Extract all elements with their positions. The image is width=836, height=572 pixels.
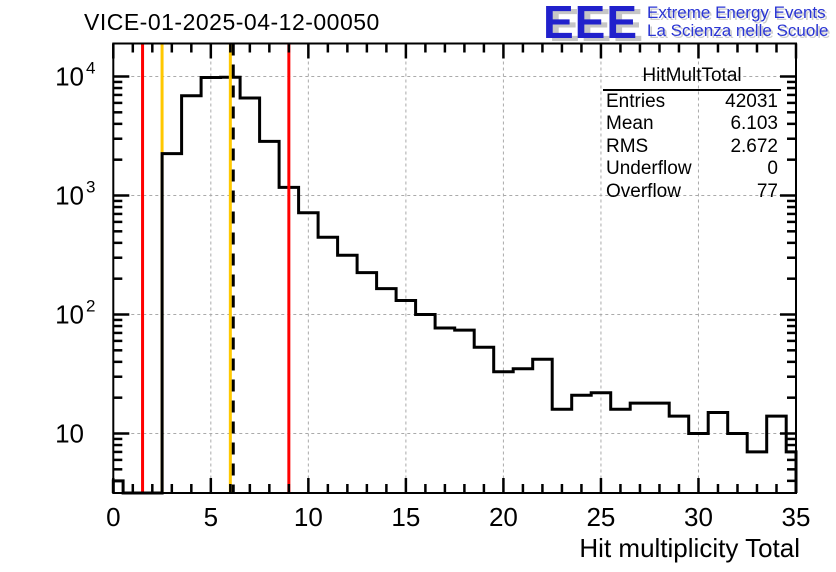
svg-text:20: 20 [489, 502, 518, 532]
svg-text:10: 10 [55, 62, 84, 92]
page-title: VICE-01-2025-04-12-00050 [84, 9, 380, 35]
svg-text:10: 10 [294, 502, 323, 532]
histogram-line [111, 75, 798, 495]
stats-label: RMS [606, 135, 649, 157]
stats-label: Underflow [606, 158, 692, 180]
stats-row: Entries 42031 [603, 91, 781, 113]
eee-logo-acronym: EEE [543, 0, 639, 48]
eee-logo: EEE Extreme Energy Events La Scienza nel… [543, 0, 829, 48]
svg-text:10: 10 [55, 181, 84, 211]
stats-label: Entries [606, 91, 666, 112]
stats-value: 42031 [725, 91, 778, 112]
eee-logo-line2: La Scienza nelle Scuole [647, 21, 829, 40]
svg-text:5: 5 [204, 502, 218, 532]
svg-text:2: 2 [86, 297, 95, 316]
stats-row: Underflow 0 [603, 158, 781, 180]
plot-frame [112, 42, 798, 494]
stats-row: RMS 2.672 [603, 136, 781, 158]
svg-text:25: 25 [586, 502, 615, 532]
stats-value: 77 [756, 180, 778, 202]
stats-row: Mean 6.103 [603, 113, 781, 135]
svg-text:3: 3 [86, 178, 95, 197]
svg-text:30: 30 [684, 502, 713, 532]
x-tick-labels: 0 5 10 15 20 25 30 35 [106, 502, 810, 532]
stats-label: Mean [606, 113, 654, 135]
x-axis-title: Hit multiplicity Total [579, 533, 800, 563]
marker-lines-under [141, 43, 164, 493]
stats-title: HitMultTotal [603, 65, 781, 91]
stats-value: 6.103 [730, 113, 778, 135]
stats-box: HitMultTotal Entries 42031 Mean 6.103 RM… [603, 65, 781, 203]
svg-text:4: 4 [86, 59, 95, 78]
marker-lines-over [228, 43, 291, 493]
svg-text:15: 15 [391, 502, 420, 532]
stats-label: Overflow [606, 180, 681, 202]
svg-text:10: 10 [55, 300, 84, 330]
eee-logo-text: Extreme Energy Events La Scienza nelle S… [647, 1, 828, 40]
axis-ticks [112, 43, 798, 493]
stats-row: Overflow 77 [603, 181, 781, 203]
eee-logo-line1: Extreme Energy Events [647, 3, 826, 22]
stats-value: 2.672 [730, 135, 778, 157]
svg-text:10: 10 [55, 419, 84, 449]
svg-text:35: 35 [782, 502, 811, 532]
stats-value: 0 [767, 158, 778, 180]
svg-text:0: 0 [106, 502, 120, 532]
